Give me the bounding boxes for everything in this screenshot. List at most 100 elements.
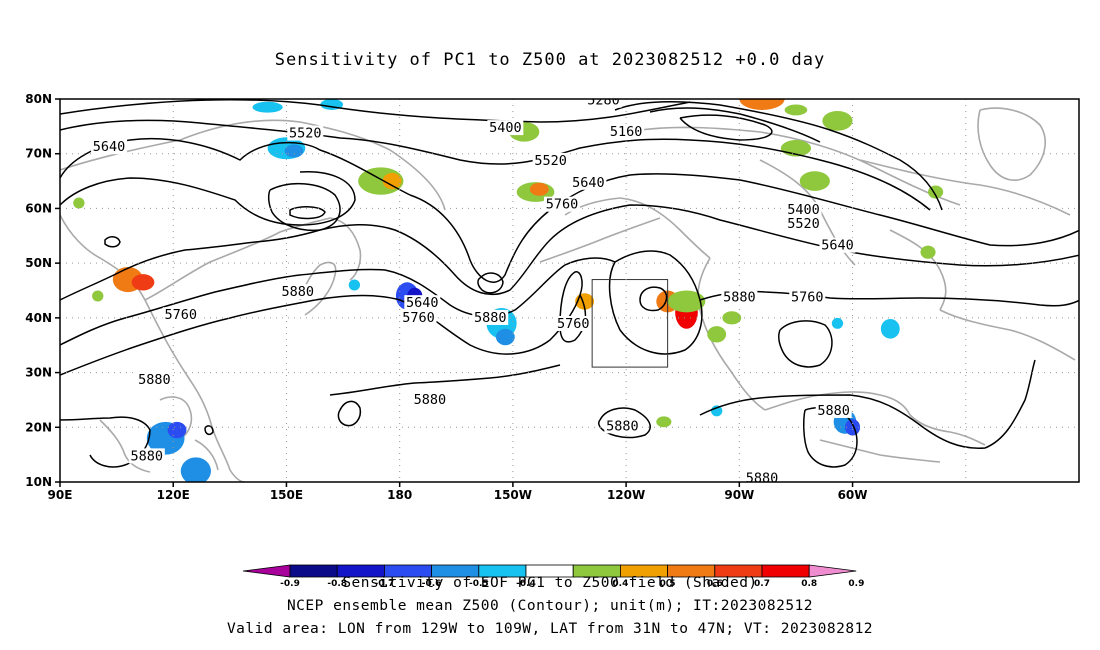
contour-label-bg <box>404 295 441 311</box>
sensitivity-patch <box>880 318 900 339</box>
sensitivity-patch <box>784 104 808 116</box>
contour-label-bg <box>819 237 856 253</box>
contour-label: 5640 <box>821 238 854 254</box>
contour-label-bg <box>128 448 165 464</box>
contour-label: 5520 <box>534 153 567 169</box>
valid-area-box <box>591 279 669 368</box>
colorbar-label: -0.4 <box>516 579 536 589</box>
caption-valid-area: Valid area: LON from 129W to 109W, LAT f… <box>226 621 874 637</box>
colorbar-label: 0.9 <box>848 579 864 589</box>
lon-label: 90E <box>48 488 73 502</box>
contour-label: 5520 <box>289 126 322 142</box>
contour-label-bg <box>785 215 822 231</box>
sensitivity-patch <box>722 311 742 325</box>
contour-label-bg <box>400 309 437 325</box>
contour-label: 5880 <box>138 372 171 388</box>
contour-label-bg <box>570 174 607 190</box>
valid-area-rect <box>591 279 669 368</box>
lat-label: 30N <box>25 366 52 380</box>
colorbar-label: -0.7 <box>375 579 395 589</box>
contour-label: 5880 <box>414 392 447 408</box>
colorbar-end-high <box>808 564 857 578</box>
sensitivity-patch <box>920 245 936 259</box>
sensitivity-patch <box>707 326 727 343</box>
lat-label: 20N <box>25 420 52 434</box>
sensitivity-patch <box>831 317 844 329</box>
lat-label: 60N <box>25 201 52 215</box>
contour-label: 5880 <box>817 403 850 419</box>
contour-label: 5760 <box>402 310 435 326</box>
lon-label: 60W <box>838 488 868 502</box>
contour-label-bg <box>91 139 128 155</box>
sensitivity-patch <box>656 416 672 428</box>
sensitivity-patch <box>739 99 785 110</box>
contour-label-bg <box>411 392 448 408</box>
caption-shaded: Sensitivity of EOF PC1 to Z500 field (Sh… <box>342 575 758 591</box>
lat-label: 70N <box>25 147 52 161</box>
contour-label: 5880 <box>746 470 779 486</box>
sensitivity-patch <box>92 290 104 302</box>
contour-label-bg <box>472 309 509 325</box>
sensitivity-patch <box>73 197 85 209</box>
sensitivity-patch <box>799 171 830 191</box>
sensitivity-patch <box>167 421 187 439</box>
contour-label-bg <box>279 284 316 300</box>
contour-label-bg <box>555 315 592 331</box>
contour-label: 5880 <box>282 284 315 300</box>
colorbar-label: 0.6 <box>707 579 723 589</box>
contour-label-bg <box>743 470 780 482</box>
contour-label: 5400 <box>489 120 522 136</box>
contour-label-bg <box>785 202 822 218</box>
contour-label-bg <box>487 120 524 136</box>
contour-label-bg <box>789 289 826 305</box>
contour-label-bg <box>585 99 622 108</box>
contour-label: 5760 <box>791 290 824 306</box>
lat-label: 50N <box>25 256 52 270</box>
sensitivity-shading <box>73 99 944 482</box>
sensitivity-patch <box>382 172 402 190</box>
sensitivity-patch <box>495 328 515 346</box>
sensitivity-patch <box>180 457 211 482</box>
contour-label-bg <box>532 152 569 168</box>
lat-label: 40N <box>25 311 52 325</box>
contour-label: 5640 <box>93 139 126 155</box>
contour-label-bg <box>543 196 580 212</box>
contour-label: 5880 <box>723 290 756 306</box>
colorbar-label: -0.9 <box>280 579 300 589</box>
caption-contour: NCEP ensemble mean Z500 (Contour); unit(… <box>286 598 814 614</box>
coastlines <box>60 107 1076 482</box>
lon-label: 180 <box>387 488 412 502</box>
lon-label: 150W <box>494 488 532 502</box>
lon-label: 150E <box>270 488 303 502</box>
contour-label: 5280 <box>587 93 620 109</box>
contour-label: 5760 <box>165 307 198 323</box>
contour-label: 5640 <box>406 295 439 311</box>
colorbar-label: 0.5 <box>660 579 676 589</box>
contour-label-bg <box>815 402 852 418</box>
colorbar-label: 0.8 <box>801 579 817 589</box>
sensitivity-patch <box>822 111 853 131</box>
sensitivity-patch <box>529 182 549 196</box>
sensitivity-patch <box>348 279 361 291</box>
lat-label: 80N <box>25 92 52 106</box>
sensitivity-patch <box>667 290 706 313</box>
lat-label: 10N <box>25 475 52 489</box>
contour-label-bg <box>287 125 324 141</box>
axis-ticks <box>55 98 854 487</box>
contour-label: 5400 <box>787 202 820 218</box>
colorbar-label: 0.4 <box>612 579 628 589</box>
lon-label: 120W <box>607 488 645 502</box>
colorbar-label: 0.7 <box>754 579 770 589</box>
contour-label: 5760 <box>557 316 590 332</box>
plot-frame <box>59 98 1080 483</box>
lon-label: 90W <box>724 488 754 502</box>
sensitivity-patch <box>284 144 304 158</box>
contour-label: 5520 <box>787 216 820 232</box>
contour-label: 5880 <box>131 448 164 464</box>
map-title: Sensitivity of PC1 to Z500 at 2023082512… <box>274 50 826 70</box>
contour-label: 5640 <box>572 175 605 191</box>
contour-label-bg <box>136 371 173 387</box>
